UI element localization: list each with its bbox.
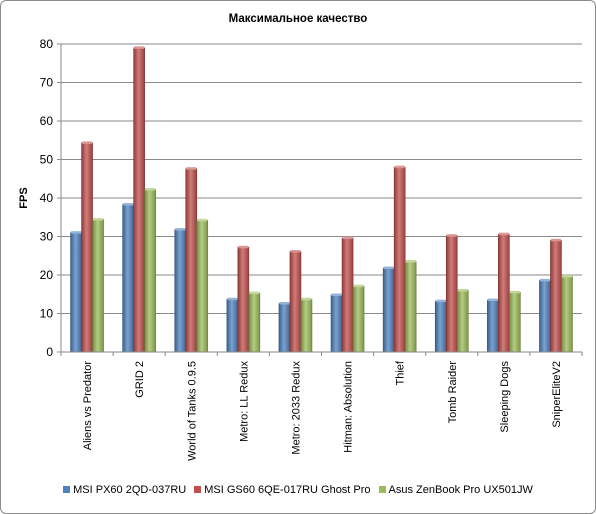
- bars: [70, 46, 573, 353]
- y-tick-label: 40: [40, 191, 54, 205]
- y-tick-label: 70: [40, 76, 54, 90]
- bar-cap: [290, 250, 301, 253]
- bar-1-7: [434, 300, 447, 353]
- legend-swatch: [378, 485, 386, 493]
- bar-3-5: [352, 285, 365, 353]
- bar-3-4: [300, 298, 313, 353]
- legend-swatch: [63, 485, 71, 493]
- legend-label: MSI PX60 2QD-037RU: [73, 484, 187, 496]
- bar-2-7: [445, 235, 458, 353]
- bar-cap: [353, 284, 364, 288]
- y-tick-label: 60: [40, 114, 54, 128]
- bar-cap: [539, 278, 550, 282]
- bar-1-1: [122, 204, 134, 353]
- bar-cap: [186, 167, 197, 170]
- x-category-label: Hitman: Absolution: [343, 361, 355, 453]
- bar-2-9: [550, 240, 562, 353]
- x-category-label: Metro: LL Redux: [238, 361, 250, 442]
- bar-1-9: [539, 280, 551, 353]
- bar-2-0: [81, 142, 93, 353]
- bar-cap: [197, 218, 208, 222]
- x-category-label: World of Tanks 0.9.5: [186, 361, 198, 461]
- bar-1-6: [382, 267, 395, 353]
- bar-cap: [498, 232, 509, 236]
- bar-cap: [71, 231, 82, 234]
- bar-1-0: [70, 232, 82, 353]
- bar-3-2: [196, 220, 209, 353]
- bar-cap: [249, 291, 260, 295]
- y-tick-label: 80: [40, 37, 54, 51]
- bar-2-2: [185, 168, 198, 353]
- y-tick-label: 10: [40, 307, 54, 321]
- y-tick-labels: 0 10 20 30 40 50 60 70 80: [40, 37, 61, 359]
- bar-1-2: [174, 229, 187, 353]
- y-tick-label: 20: [40, 268, 54, 282]
- x-category-label: Metro: 2033 Redux: [290, 361, 302, 455]
- bar-3-9: [561, 276, 573, 353]
- x-category-label: Aliens vs Predator: [82, 361, 94, 451]
- legend-label: MSI GS60 6QE-017RU Ghost Pro: [204, 484, 371, 496]
- bar-2-3: [237, 246, 250, 353]
- legend-label: Asus ZenBook Pro UX501JW: [388, 484, 533, 496]
- legend-item: MSI GS60 6QE-017RU Ghost Pro: [194, 484, 371, 496]
- y-tick-label: 30: [40, 230, 54, 244]
- bar-cap: [487, 298, 498, 302]
- chart-canvas: Максимальное качество FPS 0 10 20 30 40 50 60 7…: [18, 13, 583, 461]
- bar-cap: [331, 293, 342, 297]
- bar-2-8: [498, 233, 510, 353]
- y-tick-label: 50: [40, 153, 54, 167]
- chart-title: Максимальное качество: [229, 13, 368, 25]
- x-category-label: GRID 2: [134, 361, 146, 398]
- bar-cap: [383, 266, 394, 270]
- bar-1-5: [330, 294, 343, 353]
- bar-1-8: [487, 299, 499, 353]
- bar-1-4: [278, 303, 291, 353]
- bar-cap: [550, 238, 561, 242]
- bar-cap: [405, 260, 416, 263]
- legend-swatch: [194, 485, 202, 493]
- bar-cap: [93, 218, 104, 221]
- bar-3-3: [248, 292, 261, 353]
- legend-item: MSI PX60 2QD-037RU: [63, 484, 186, 496]
- bar-cap: [446, 234, 457, 237]
- bar-cap: [301, 297, 312, 301]
- bar-1-3: [226, 298, 239, 353]
- bar-2-6: [393, 166, 406, 353]
- bar-cap: [175, 228, 186, 231]
- bar-cap: [342, 236, 353, 240]
- bar-cap: [82, 141, 93, 144]
- bar-cap: [123, 203, 134, 206]
- bar-3-1: [144, 189, 156, 353]
- bar-cap: [435, 299, 446, 303]
- bar-cap: [561, 275, 572, 278]
- bar-3-0: [92, 219, 104, 353]
- bar-2-1: [133, 47, 145, 353]
- legend: MSI PX60 2QD-037RU MSI GS60 6QE-017RU Gho…: [0, 484, 596, 496]
- x-category-label: Thief: [395, 360, 407, 385]
- y-axis-label: FPS: [18, 187, 30, 208]
- bar-3-8: [509, 292, 521, 353]
- bar-2-4: [289, 251, 302, 353]
- bar-cap: [145, 188, 156, 191]
- x-category-label: Tomb Raider: [447, 361, 459, 424]
- y-tick-label: 0: [46, 345, 53, 359]
- bar-cap: [279, 301, 290, 305]
- x-category-labels: Aliens vs Predator GRID 2 World of Tanks 0…: [82, 360, 563, 461]
- bar-cap: [238, 245, 249, 249]
- bar-cap: [457, 288, 468, 292]
- bar-cap: [394, 165, 405, 169]
- x-category-label: Sleeping Dogs: [499, 361, 511, 433]
- bar-2-5: [341, 237, 354, 353]
- bar-cap: [227, 297, 238, 301]
- bar-cap: [134, 46, 145, 49]
- bar-cap: [509, 290, 520, 294]
- legend-item: Asus ZenBook Pro UX501JW: [378, 484, 533, 496]
- bar-3-6: [404, 261, 417, 353]
- x-category-label: SniperEliteV2: [551, 361, 563, 428]
- bar-3-7: [456, 290, 469, 353]
